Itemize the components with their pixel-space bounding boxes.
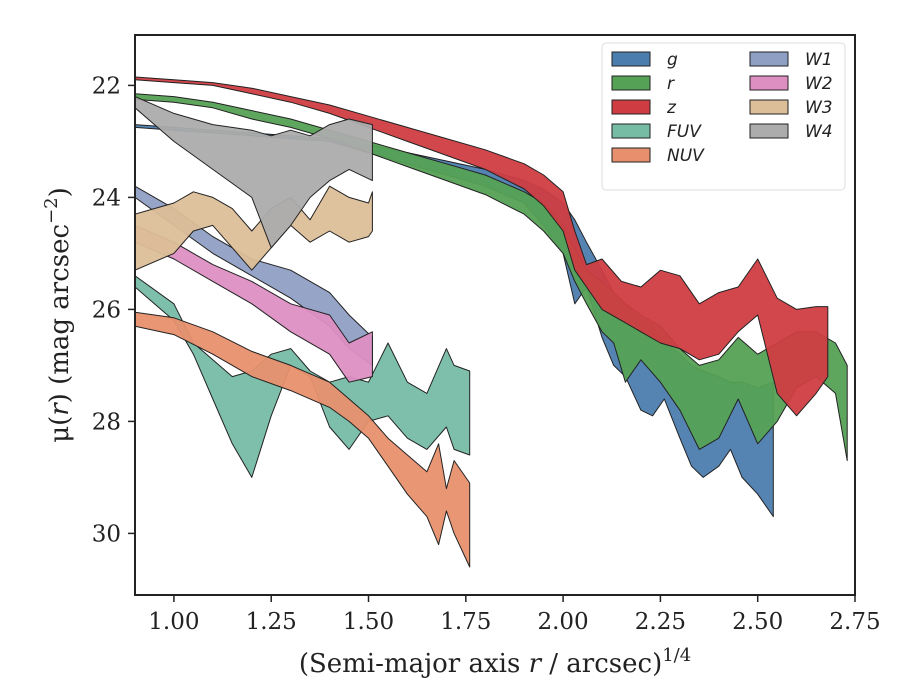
legend-label-g: g bbox=[667, 50, 678, 70]
x-tick-label: 2.50 bbox=[732, 609, 783, 635]
series-band-nuv bbox=[135, 311, 471, 568]
series-band-w3 bbox=[135, 185, 373, 271]
legend-swatch-w1 bbox=[749, 51, 789, 67]
x-tick-label: 2.25 bbox=[635, 609, 686, 635]
x-tick-label: 1.00 bbox=[148, 609, 199, 635]
x-tick-label: 2.00 bbox=[537, 609, 588, 635]
x-tick-label: 2.75 bbox=[829, 609, 880, 635]
x-tick-label: 1.50 bbox=[343, 609, 394, 635]
y-axis: 22 24 26 28 30 bbox=[92, 73, 135, 547]
series-band-r bbox=[135, 93, 848, 462]
legend-swatch-z bbox=[611, 99, 651, 115]
x-tick-label: 1.25 bbox=[246, 609, 297, 635]
series-band-fuv bbox=[135, 275, 471, 478]
axes-frame bbox=[134, 34, 856, 596]
legend-label-z: z bbox=[666, 98, 677, 118]
y-tick-label: 24 bbox=[92, 185, 121, 211]
y-tick-label: 30 bbox=[92, 521, 121, 547]
legend-label-fuv: FUV bbox=[667, 122, 702, 142]
legend-label-w4: W4 bbox=[805, 122, 833, 142]
legend-swatch-r bbox=[611, 75, 651, 91]
legend-label-w3: W3 bbox=[805, 98, 833, 118]
series-band-z bbox=[135, 76, 829, 417]
legend-swatch-g bbox=[611, 51, 651, 67]
legend-swatch-nuv bbox=[611, 147, 651, 163]
y-tick-label: 26 bbox=[92, 297, 121, 323]
series-band-w2 bbox=[135, 224, 373, 383]
legend-swatch-fuv bbox=[611, 123, 651, 139]
legend-swatch-w4 bbox=[749, 123, 789, 139]
legend-swatch-w3 bbox=[749, 99, 789, 115]
legend-label-w1: W1 bbox=[805, 50, 833, 70]
legend-swatch-w2 bbox=[749, 75, 789, 91]
legend-label-w2: W2 bbox=[805, 74, 833, 94]
y-tick-label: 28 bbox=[92, 409, 121, 435]
legend-label-nuv: NUV bbox=[667, 146, 705, 166]
y-tick-label: 22 bbox=[92, 73, 121, 99]
x-tick-label: 1.75 bbox=[440, 609, 491, 635]
legend: grz FUV NUV W1 W2 W3 W4 bbox=[601, 42, 846, 191]
legend-label-r: r bbox=[667, 74, 675, 94]
series-band-w4 bbox=[135, 96, 373, 249]
x-axis: 1.00 1.25 1.50 1.75 2.00 2.25 2.50 2.75 bbox=[148, 595, 881, 635]
x-axis-label: (Semi-major axis r / arcsec)1/4 bbox=[299, 645, 691, 679]
y-axis-label: μ(r) (mag arcsec−2) bbox=[41, 187, 75, 443]
plot-area bbox=[135, 76, 848, 568]
